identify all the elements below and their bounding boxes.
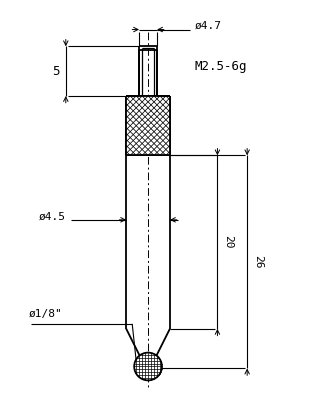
Text: ø4.5: ø4.5 <box>39 212 66 222</box>
Circle shape <box>134 353 162 380</box>
Text: 26: 26 <box>253 255 263 269</box>
Text: 20: 20 <box>223 235 233 249</box>
Text: ø1/8": ø1/8" <box>29 309 63 319</box>
Bar <box>126 96 170 156</box>
Text: M2.5-6g: M2.5-6g <box>195 60 247 73</box>
Text: 5: 5 <box>52 65 60 78</box>
Text: ø4.7: ø4.7 <box>195 20 222 30</box>
